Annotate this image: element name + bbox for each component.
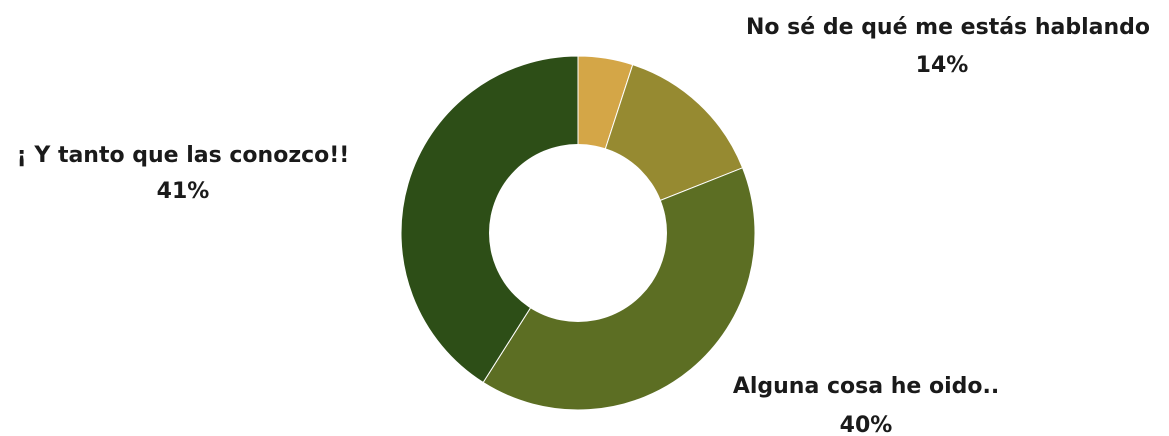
value-y-tanto: 41% — [157, 179, 210, 204]
label-y-tanto: ¡ Y tanto que las conozco!! — [17, 143, 350, 168]
value-no-se: 14% — [916, 53, 969, 78]
label-alguna-cosa: Alguna cosa he oido.. — [733, 374, 999, 399]
label-no-se: No sé de qué me estás hablando — [746, 15, 1150, 40]
donut-hole — [489, 144, 667, 322]
value-alguna-cosa: 40% — [840, 413, 893, 436]
